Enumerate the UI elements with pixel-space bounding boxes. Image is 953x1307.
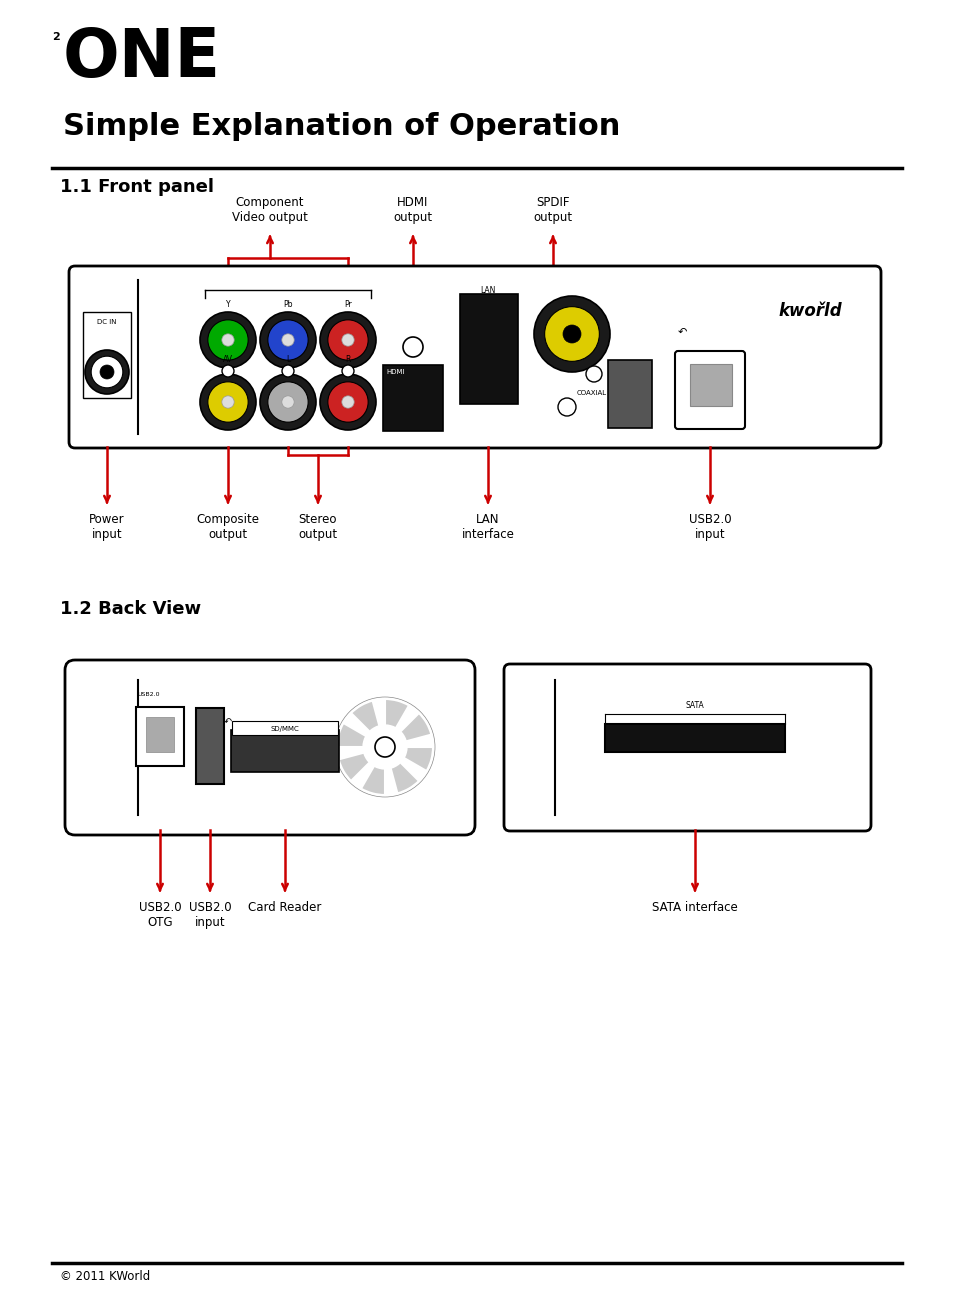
FancyBboxPatch shape	[83, 312, 131, 399]
Wedge shape	[360, 766, 385, 795]
Bar	[607, 359, 651, 427]
Text: LAN: LAN	[479, 286, 496, 295]
Text: Component
Video output: Component Video output	[232, 196, 308, 223]
FancyBboxPatch shape	[65, 660, 475, 835]
Text: LAN
interface: LAN interface	[461, 514, 514, 541]
Text: HDMI
output: HDMI output	[393, 196, 432, 223]
Circle shape	[534, 295, 609, 372]
Circle shape	[281, 333, 294, 346]
Wedge shape	[351, 701, 379, 732]
FancyBboxPatch shape	[382, 365, 442, 431]
Wedge shape	[338, 753, 370, 782]
Circle shape	[563, 325, 579, 342]
Text: Pr: Pr	[344, 301, 352, 308]
Bar	[459, 294, 517, 404]
Wedge shape	[400, 714, 431, 741]
Wedge shape	[385, 699, 409, 728]
Wedge shape	[403, 748, 433, 771]
Circle shape	[208, 382, 248, 422]
Text: USB2.0
input: USB2.0 input	[189, 901, 231, 929]
Circle shape	[100, 365, 113, 379]
Circle shape	[341, 396, 354, 408]
Circle shape	[281, 396, 294, 408]
Circle shape	[585, 366, 601, 382]
Text: USB2.0
OTG: USB2.0 OTG	[138, 901, 181, 929]
Circle shape	[328, 382, 368, 422]
Circle shape	[319, 312, 375, 369]
Text: L: L	[286, 356, 290, 365]
Circle shape	[268, 320, 308, 361]
Bar	[689, 365, 731, 406]
FancyBboxPatch shape	[69, 267, 880, 448]
Circle shape	[260, 374, 315, 430]
FancyBboxPatch shape	[136, 707, 184, 766]
Text: HDMI: HDMI	[386, 369, 404, 375]
Circle shape	[208, 320, 248, 361]
Circle shape	[200, 374, 255, 430]
Text: 1.1 Front panel: 1.1 Front panel	[60, 178, 213, 196]
Text: USB2.0
input: USB2.0 input	[688, 514, 731, 541]
Circle shape	[222, 365, 233, 376]
Text: Card Reader: Card Reader	[248, 901, 321, 914]
Text: SATA interface: SATA interface	[652, 901, 737, 914]
Bar	[604, 724, 784, 752]
Text: Pb: Pb	[283, 301, 293, 308]
Text: Power
input: Power input	[89, 514, 125, 541]
Text: SPDIF
output: SPDIF output	[533, 196, 572, 223]
Text: ↶: ↶	[678, 327, 687, 337]
Text: SD/MMC: SD/MMC	[271, 725, 299, 732]
Bar	[146, 718, 173, 752]
Circle shape	[328, 320, 368, 361]
Circle shape	[200, 312, 255, 369]
Circle shape	[562, 325, 580, 342]
Circle shape	[85, 350, 129, 393]
Text: R: R	[345, 356, 351, 365]
Circle shape	[375, 737, 395, 757]
Wedge shape	[390, 762, 418, 793]
Text: Stereo
output: Stereo output	[298, 514, 337, 541]
Text: ↶: ↶	[224, 718, 232, 727]
Text: kwořld: kwořld	[778, 302, 841, 320]
Text: DC IN: DC IN	[97, 319, 116, 325]
Circle shape	[341, 333, 354, 346]
Text: COAXIAL: COAXIAL	[577, 389, 606, 396]
Circle shape	[222, 396, 233, 408]
Circle shape	[319, 374, 375, 430]
Circle shape	[260, 312, 315, 369]
Circle shape	[91, 357, 123, 388]
Circle shape	[341, 365, 354, 376]
Text: Y: Y	[226, 301, 230, 308]
Text: Simple Explanation of Operation: Simple Explanation of Operation	[63, 112, 619, 141]
Text: ONE: ONE	[63, 25, 221, 91]
FancyBboxPatch shape	[195, 708, 224, 784]
FancyBboxPatch shape	[675, 352, 744, 429]
Wedge shape	[336, 723, 366, 748]
Text: 1.2 Back View: 1.2 Back View	[60, 600, 201, 618]
Text: 2: 2	[52, 31, 60, 42]
Circle shape	[402, 337, 422, 357]
Text: © 2011 KWorld: © 2011 KWorld	[60, 1270, 150, 1283]
Circle shape	[102, 367, 112, 376]
Text: USB2.0: USB2.0	[138, 691, 160, 697]
FancyBboxPatch shape	[503, 664, 870, 831]
Circle shape	[558, 399, 576, 416]
Circle shape	[282, 365, 294, 376]
Circle shape	[268, 382, 308, 422]
FancyBboxPatch shape	[232, 721, 337, 735]
Text: Composite
output: Composite output	[196, 514, 259, 541]
Text: SATA: SATA	[685, 701, 703, 710]
Circle shape	[544, 307, 598, 361]
FancyBboxPatch shape	[231, 731, 338, 772]
Text: AV: AV	[223, 356, 233, 365]
Circle shape	[222, 333, 233, 346]
